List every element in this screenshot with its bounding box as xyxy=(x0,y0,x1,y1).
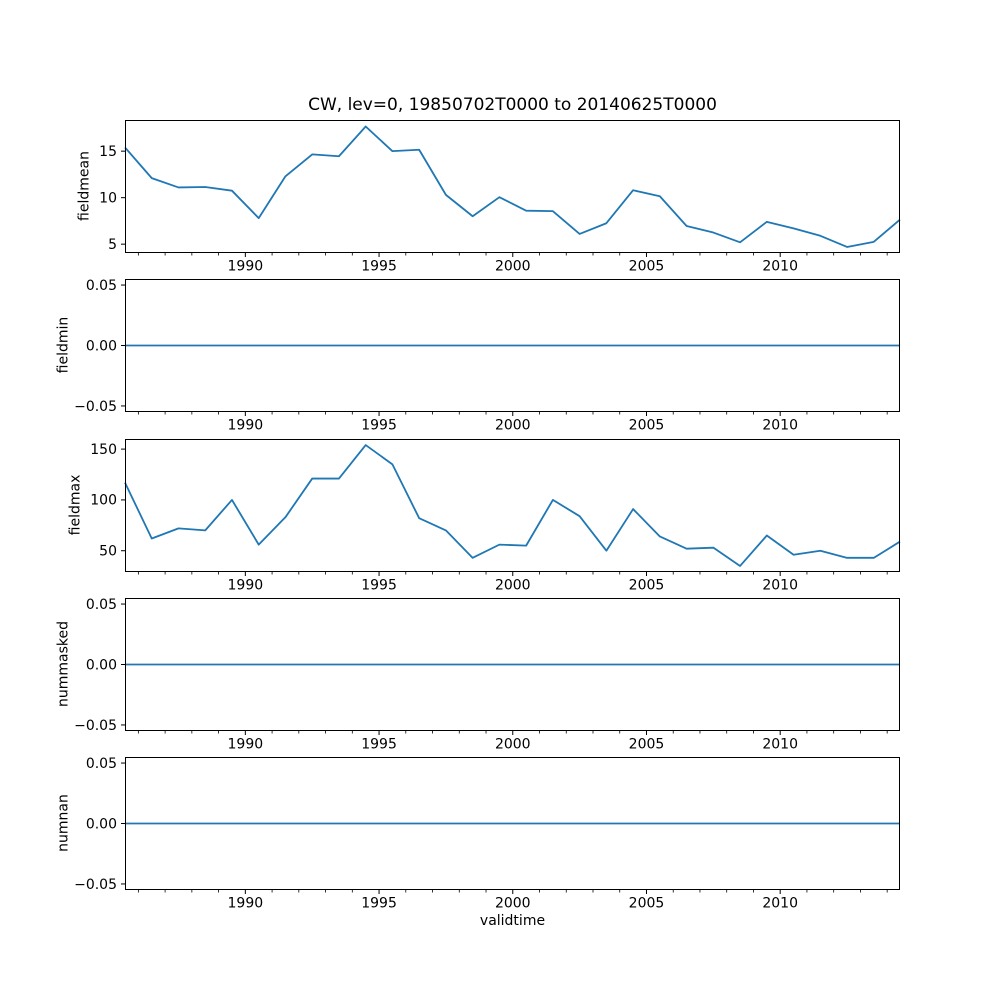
x-tick-label: 1990 xyxy=(228,418,264,434)
x-ticks: 1990 1995 2000 2005 2010 xyxy=(137,572,888,594)
y-tick-label: 0.05 xyxy=(86,278,117,294)
x-ticks: 1990 1995 2000 2005 2010 xyxy=(137,890,888,912)
x-tick-label: 1995 xyxy=(361,737,397,753)
x-tick-label: 2010 xyxy=(762,737,798,753)
x-tick-label: 2005 xyxy=(629,737,665,753)
x-tick-label: 1995 xyxy=(361,259,397,275)
axes-frame xyxy=(125,439,900,572)
y-tick-label: 0.00 xyxy=(86,816,117,832)
subplot-fieldmean: fieldmean 1990 1995 2000 2005 2010 5 10 15 xyxy=(77,120,901,275)
y-axis-label-fieldmean: fieldmean xyxy=(76,151,93,221)
y-ticks: −0.05 0.00 0.05 xyxy=(74,756,125,893)
y-tick-label: 150 xyxy=(90,442,117,458)
nummasked-line-chart: 1990 1995 2000 2005 2010 −0.05 0.00 0.05 xyxy=(74,597,900,753)
x-ticks: 1990 1995 2000 2005 2010 xyxy=(137,253,888,275)
y-tick-label: 10 xyxy=(99,190,117,206)
x-axis-label: validtime xyxy=(479,913,546,929)
y-ticks: −0.05 0.00 0.05 xyxy=(74,278,125,415)
y-tick-label: 5 xyxy=(108,237,117,253)
fieldmean-series-line xyxy=(124,125,901,248)
y-tick-label: 15 xyxy=(99,144,117,160)
x-tick-label: 2005 xyxy=(629,418,665,434)
x-tick-label: 2000 xyxy=(495,737,531,753)
x-tick-label: 2000 xyxy=(495,578,531,594)
y-tick-label: 0.05 xyxy=(86,597,117,613)
fieldmean-line-chart: 1990 1995 2000 2005 2010 5 10 15 xyxy=(99,120,901,275)
numnan-line-chart: 1990 1995 2000 2005 2010 −0.05 0.00 0.05 xyxy=(74,756,900,912)
x-tick-label: 2000 xyxy=(495,418,531,434)
x-tick-label: 2005 xyxy=(629,259,665,275)
x-ticks: 1990 1995 2000 2005 2010 xyxy=(137,731,888,753)
axes-frame xyxy=(125,598,900,731)
x-tick-label: 2010 xyxy=(762,259,798,275)
axes-frame xyxy=(125,279,900,412)
x-tick-label: 2000 xyxy=(495,896,531,912)
axes-frame xyxy=(125,120,900,253)
x-tick-label: 1990 xyxy=(228,896,264,912)
fieldmin-line-chart: 1990 1995 2000 2005 2010 −0.05 0.00 0.05 xyxy=(74,278,900,434)
x-tick-label: 2000 xyxy=(495,259,531,275)
x-tick-label: 1995 xyxy=(361,418,397,434)
chart-title: CW, lev=0, 19850702T0000 to 20140625T000… xyxy=(308,95,717,115)
y-tick-label: 100 xyxy=(90,493,117,509)
fieldmax-series-line xyxy=(124,444,901,567)
x-tick-label: 2010 xyxy=(762,578,798,594)
y-axis-label-numnan: numnan xyxy=(55,794,72,852)
x-tick-label: 1995 xyxy=(361,578,397,594)
y-tick-label: 0.00 xyxy=(86,657,117,673)
axes-frame xyxy=(125,757,900,890)
fieldmax-line-chart: 1990 1995 2000 2005 2010 50 100 150 xyxy=(90,439,901,594)
subplot-fieldmin: fieldmin 1990 1995 2000 2005 2010 −0.05 0.00 0.… xyxy=(56,278,900,434)
x-tick-label: 1990 xyxy=(228,578,264,594)
subplot-nummasked: nummasked 1990 1995 2000 2005 2010 −0.05 0.00 0… xyxy=(56,597,900,753)
y-tick-label: 0.05 xyxy=(86,756,117,772)
y-tick-label: −0.05 xyxy=(74,718,117,734)
y-tick-label: −0.05 xyxy=(74,399,117,415)
y-ticks: 5 10 15 xyxy=(99,144,125,253)
x-tick-label: 1995 xyxy=(361,896,397,912)
subplot-fieldmax: fieldmax 1990 1995 2000 2005 2010 50 100 150 xyxy=(68,439,901,594)
x-ticks: 1990 1995 2000 2005 2010 xyxy=(137,412,888,434)
x-tick-label: 2005 xyxy=(629,578,665,594)
y-tick-label: −0.05 xyxy=(74,877,117,893)
x-tick-label: 2010 xyxy=(762,418,798,434)
x-tick-label: 1990 xyxy=(228,259,264,275)
y-tick-label: 50 xyxy=(99,544,117,560)
y-tick-label: 0.00 xyxy=(86,338,117,354)
y-ticks: −0.05 0.00 0.05 xyxy=(74,597,125,734)
x-tick-label: 2010 xyxy=(762,896,798,912)
x-tick-label: 2005 xyxy=(629,896,665,912)
x-tick-label: 1990 xyxy=(228,737,264,753)
subplot-numnan: numnan 1990 1995 2000 2005 2010 −0.05 0.00 0.05 xyxy=(56,756,900,912)
y-ticks: 50 100 150 xyxy=(90,442,125,560)
